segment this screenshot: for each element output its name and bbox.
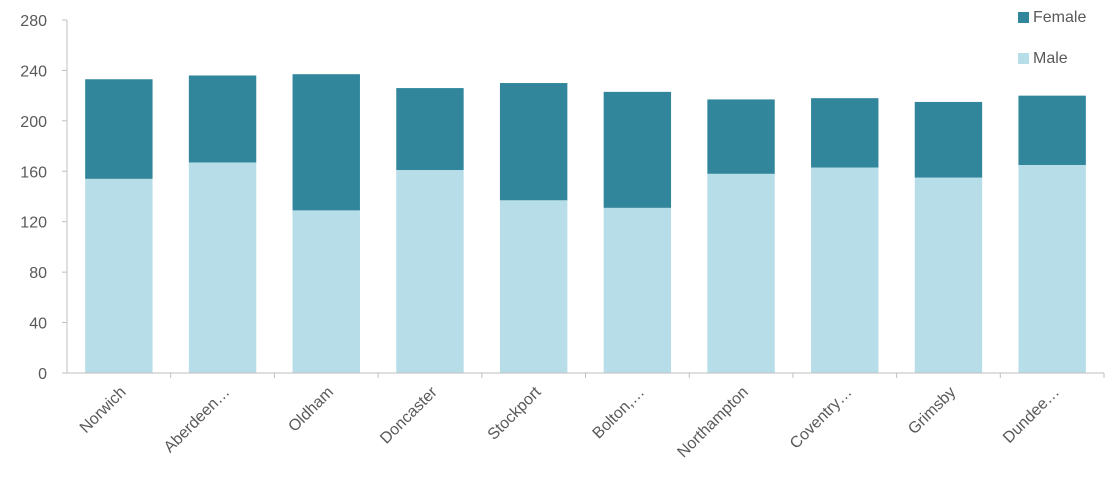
bar-male-4 <box>499 200 568 373</box>
y-tick-label: 280 <box>20 13 47 30</box>
x-tick-label: Grimsby <box>905 384 959 438</box>
legend-swatch-male <box>1018 53 1029 64</box>
bar-female-1 <box>188 75 257 163</box>
x-tick-label: Bolton,… <box>590 384 649 443</box>
legend: Female Male <box>1018 9 1086 67</box>
bar-male-1 <box>188 162 257 373</box>
y-tick-label: 240 <box>20 63 47 80</box>
legend-swatch-female <box>1018 12 1029 23</box>
bar-male-6 <box>707 173 775 373</box>
y-axis: 0 40 80 120 160 200 240 280 <box>20 13 68 383</box>
bar-male-9 <box>1018 164 1086 373</box>
bar-male-7 <box>811 167 879 373</box>
bar-female-8 <box>914 101 983 178</box>
bar-male-3 <box>396 170 464 373</box>
y-tick-label: 200 <box>20 114 47 131</box>
y-tick-label: 120 <box>20 215 47 232</box>
bar-male-2 <box>292 210 360 373</box>
bar-female-9 <box>1018 95 1086 165</box>
bar-female-3 <box>396 88 464 171</box>
bar-female-7 <box>811 98 879 168</box>
bar-female-2 <box>292 74 360 211</box>
bar-female-0 <box>85 79 153 179</box>
x-tick-label: Norwich <box>77 384 130 437</box>
legend-label-male: Male <box>1033 50 1068 67</box>
bar-female-5 <box>603 91 672 208</box>
x-tick-label: Oldham <box>285 384 337 436</box>
x-tick-label: Doncaster <box>377 383 441 447</box>
legend-label-female: Female <box>1033 9 1086 26</box>
x-tick-label: Coventry… <box>787 384 856 453</box>
y-tick-label: 0 <box>38 366 47 383</box>
y-tick-label: 40 <box>29 316 47 333</box>
x-tick-label: Northampton <box>674 384 751 461</box>
x-tick-label: Stockport <box>485 383 545 443</box>
bar-female-6 <box>707 99 775 174</box>
bar-female-4 <box>499 83 568 201</box>
y-tick-label: 80 <box>29 265 47 282</box>
y-tick-label: 160 <box>20 164 47 181</box>
bars <box>85 74 1086 373</box>
bar-male-0 <box>85 178 153 373</box>
bar-male-5 <box>603 207 672 373</box>
bar-male-8 <box>914 177 983 373</box>
x-tick-label: Aberdeen… <box>161 384 233 456</box>
x-axis: Norwich Aberdeen… Oldham Doncaster Stockport… <box>67 372 1105 461</box>
x-tick-label: Dundee… <box>1000 384 1063 447</box>
